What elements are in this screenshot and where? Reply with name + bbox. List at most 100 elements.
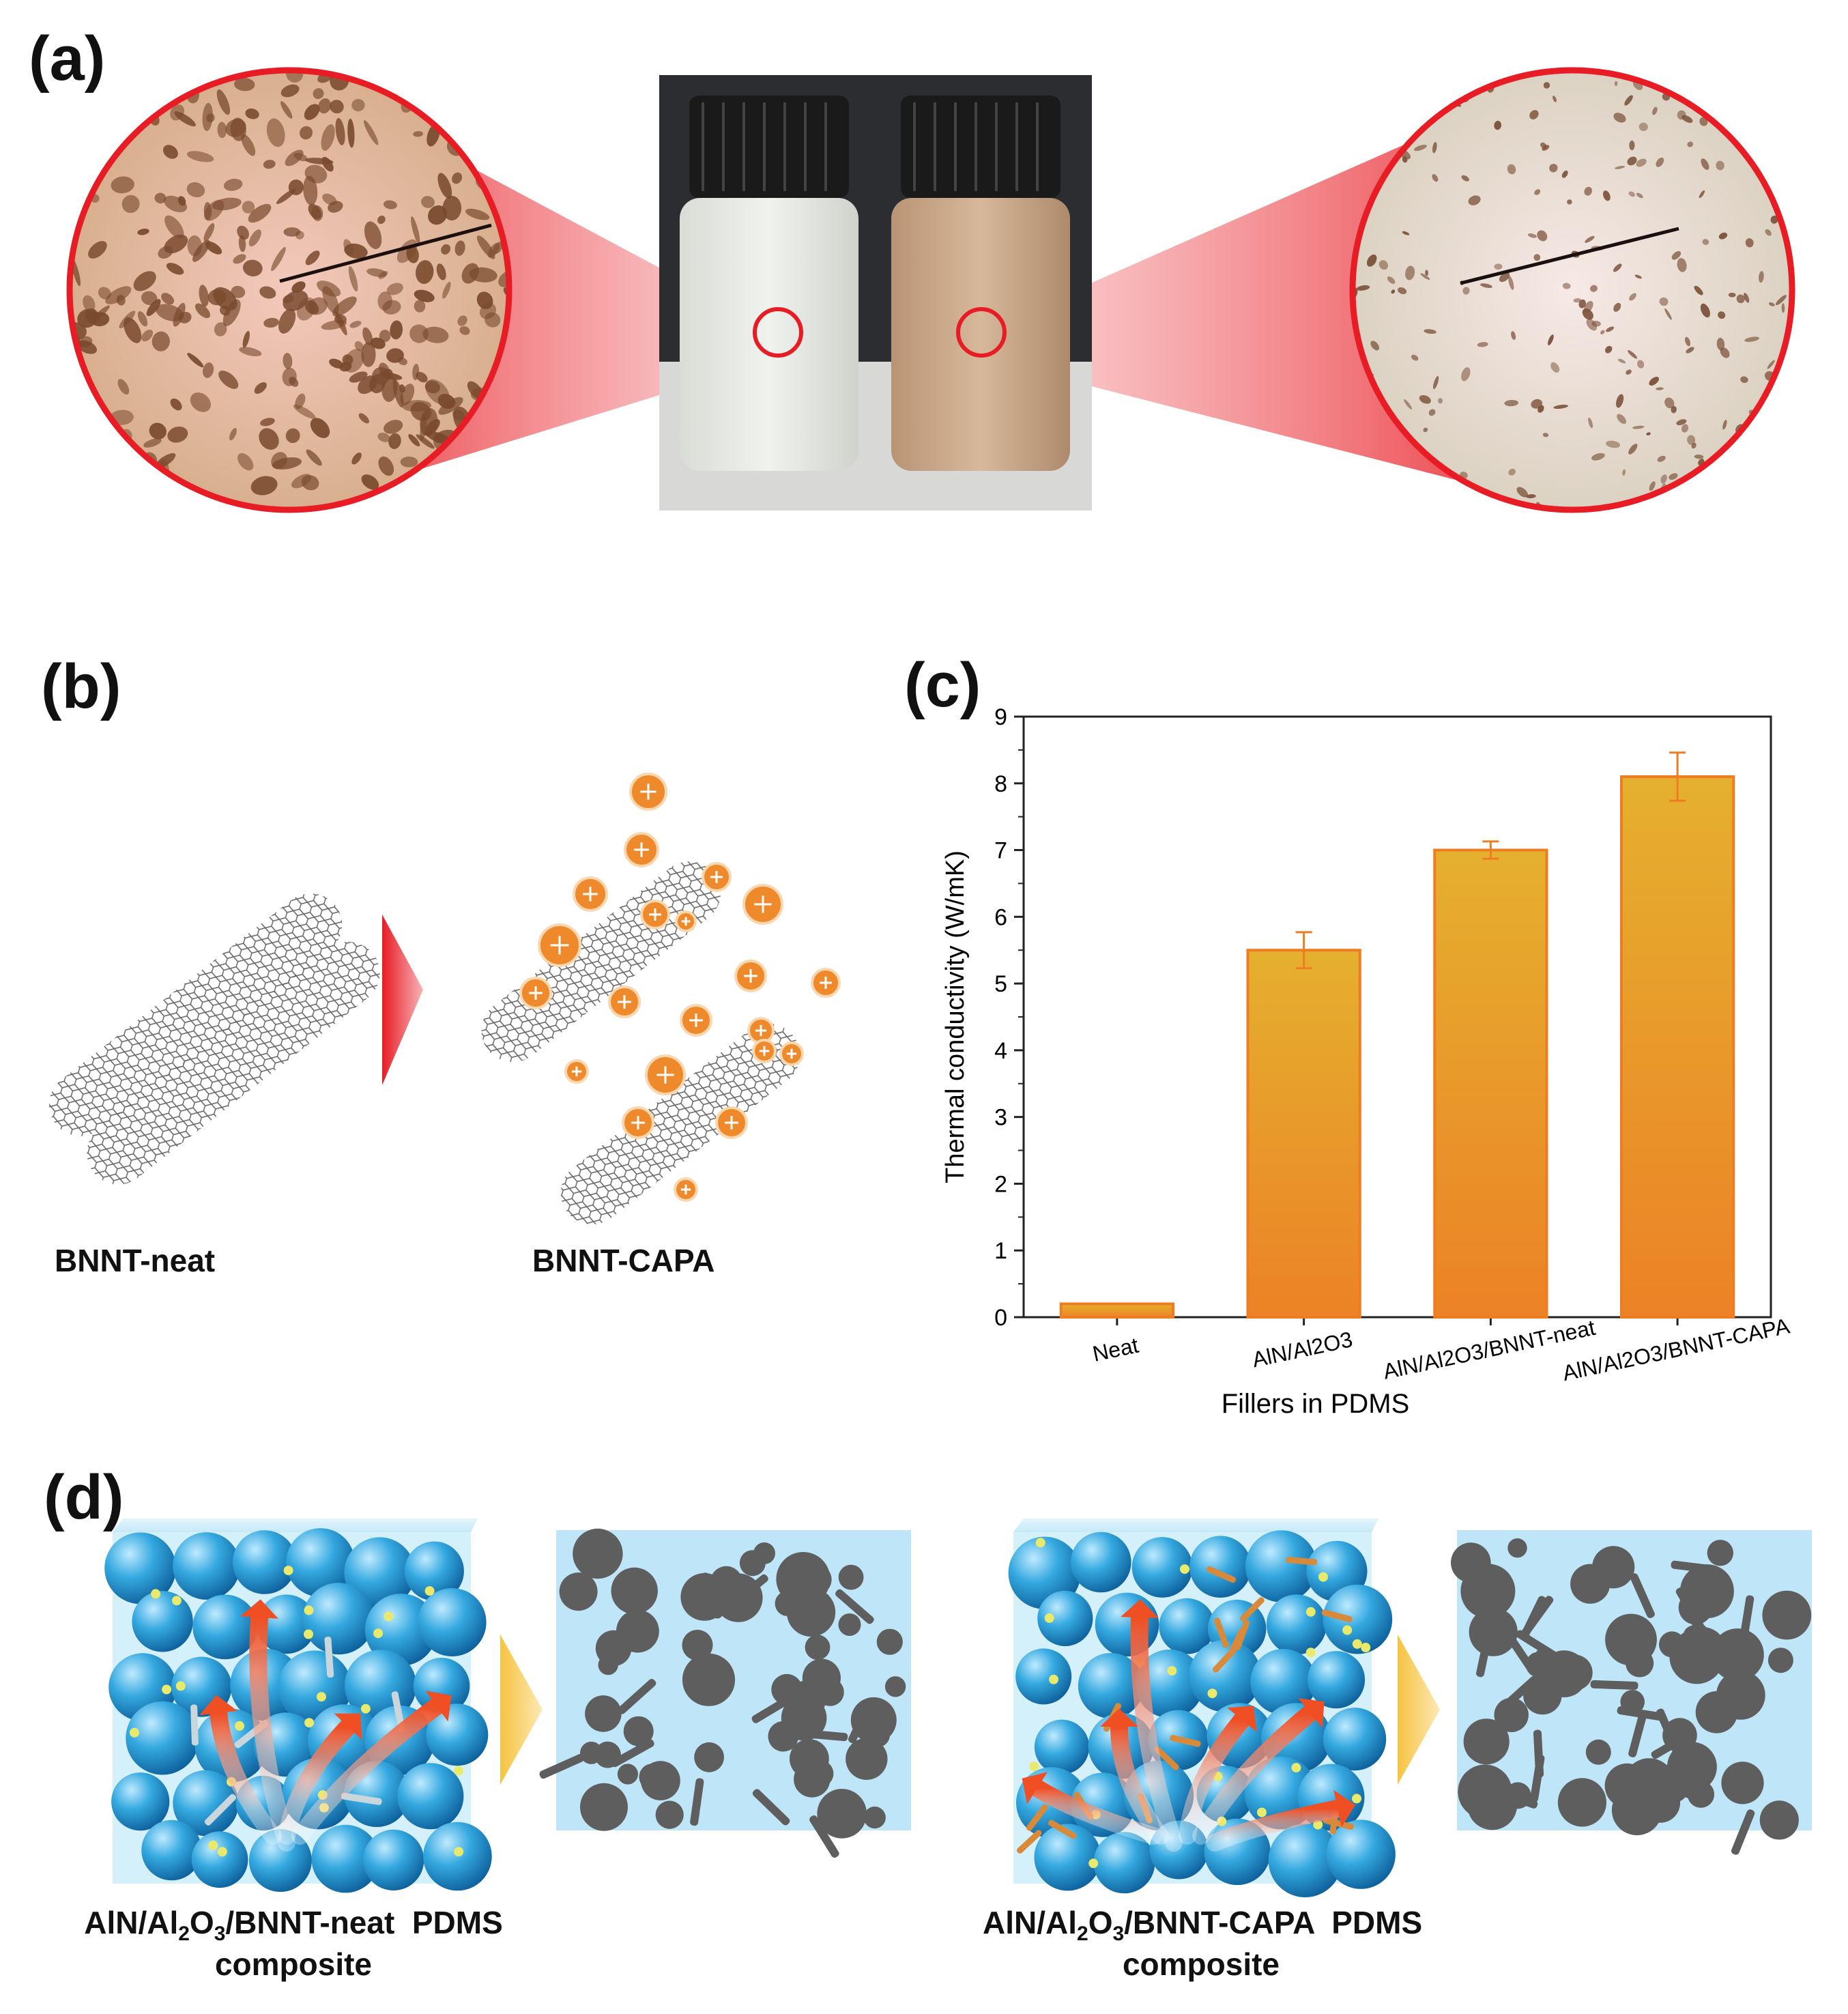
section-particle: [846, 1738, 888, 1780]
heat-flow-arrow: [291, 1697, 446, 1845]
section-rod: [1491, 1787, 1538, 1809]
section-particle: [863, 1807, 886, 1829]
section-particle: [694, 1742, 724, 1772]
bnnt-rod: [1321, 1609, 1353, 1623]
section-rod: [835, 1589, 874, 1624]
filler-sphere: [1015, 1648, 1072, 1705]
section-particle: [573, 1528, 623, 1579]
heat-arrow-head: [425, 1691, 452, 1722]
filler-sphere: [257, 1594, 317, 1654]
heat-arrow-head: [1022, 1772, 1048, 1804]
y-tick-label: 2: [994, 1171, 1007, 1197]
filler-sphere: [111, 1772, 170, 1831]
section-rod: [1521, 1596, 1554, 1637]
heat-arrow-head: [1100, 1708, 1138, 1727]
filler-sphere: [1189, 1536, 1252, 1598]
bnnt-rod: [1213, 1617, 1229, 1648]
section-rod: [611, 1739, 654, 1768]
section-particle: [884, 1676, 906, 1697]
right-caption-sub2: 2: [1077, 1923, 1088, 1946]
heat-arrow-head: [199, 1695, 237, 1716]
small-particle: [1352, 1639, 1362, 1649]
right-caption-post: /BNNT-CAPA PDMS: [1124, 1905, 1423, 1940]
filler-sphere: [1034, 1824, 1101, 1891]
bar: [1433, 848, 1548, 1319]
section-particle: [617, 1764, 639, 1785]
panel-d-label: (d): [44, 1463, 124, 1532]
section-rod: [1476, 1630, 1493, 1678]
section-rod: [700, 1572, 723, 1619]
small-particle: [217, 1847, 227, 1857]
filler-sphere: [286, 1528, 355, 1597]
filler-sphere: [192, 1594, 258, 1660]
filler-sphere: [232, 1530, 297, 1594]
x-axis-label: Fillers in PDMS: [1222, 1389, 1410, 1419]
section-rod: [1675, 1587, 1705, 1631]
x-tick-label: Neat: [1091, 1333, 1141, 1366]
bnnt-neat-tubes: [48, 893, 380, 1185]
small-particle: [171, 1596, 182, 1606]
conversion-arrow-icon: [382, 915, 423, 1085]
bnnt-rod: [324, 1637, 334, 1678]
filler-sphere: [1135, 1649, 1204, 1718]
y-tick-label: 6: [994, 904, 1007, 930]
heat-flow-arrow: [1206, 1800, 1346, 1852]
small-particle: [1352, 1794, 1361, 1804]
filler-sphere: [1037, 1590, 1093, 1646]
section-particle: [639, 1764, 666, 1791]
section-rod: [751, 1694, 795, 1723]
section-particle: [1460, 1564, 1516, 1619]
section-particle: [876, 1628, 903, 1655]
section-rod: [728, 1574, 768, 1609]
filler-sphere: [1093, 1832, 1155, 1894]
section-rod: [1659, 1782, 1706, 1802]
panel-c-label: (c): [904, 650, 981, 720]
bnnt-rod: [204, 1794, 237, 1826]
small-particle: [304, 1718, 315, 1728]
x-tick-label: AlN/Al2O3/BNNT-CAPA: [1560, 1313, 1792, 1385]
filler-sphere: [363, 1829, 424, 1890]
bnnt-illustration: [48, 773, 841, 1225]
section-particle: [790, 1739, 829, 1779]
section-particle: [1679, 1564, 1734, 1619]
bnnt-neat-caption: BNNT-neat: [55, 1243, 216, 1278]
bnnt-rod: [1206, 1566, 1237, 1583]
heat-flow-arrow: [278, 1718, 357, 1845]
section-particle: [1585, 1739, 1611, 1765]
section-particle: [1557, 1778, 1606, 1827]
section-rod: [1731, 1809, 1755, 1855]
bnnt-rod: [391, 1691, 405, 1732]
filler-sphere: [1323, 1584, 1393, 1654]
small-particle: [454, 1766, 463, 1776]
section-particle: [1463, 1718, 1510, 1765]
section-particle: [598, 1654, 618, 1675]
filler-sphere: [364, 1594, 437, 1666]
y-tick-label: 8: [994, 771, 1007, 797]
y-tick-label: 4: [994, 1038, 1007, 1064]
small-particle: [1167, 1666, 1177, 1676]
small-particle: [1088, 1858, 1099, 1869]
heat-flow-arrow: [1192, 1704, 1319, 1845]
section-rod: [800, 1729, 848, 1742]
y-tick-label: 9: [994, 704, 1007, 730]
right-transform-arrow-icon: [1398, 1635, 1440, 1785]
small-particle: [1207, 1688, 1217, 1699]
filler-sphere: [1131, 1537, 1193, 1598]
left-caption-o: O: [189, 1905, 214, 1940]
section-particle: [1640, 1783, 1681, 1823]
x-tick-label: AlN/Al2O3: [1250, 1327, 1355, 1372]
small-particle: [1318, 1572, 1328, 1582]
section-particle: [580, 1783, 628, 1831]
small-particle: [304, 1629, 313, 1639]
small-particle: [424, 1586, 435, 1596]
panel-a-illustration: [66, 67, 1795, 513]
section-particle: [682, 1653, 736, 1706]
left-composite-caption: AlN/Al2O3/BNNT-neat PDMS composite: [82, 1904, 505, 1983]
filler-sphere: [413, 1658, 470, 1714]
y-tick-label: 7: [994, 838, 1007, 864]
small-particle: [130, 1727, 139, 1738]
y-axis-label: Thermal conductivity (W/mK): [941, 850, 970, 1183]
filler-sphere: [126, 1701, 199, 1775]
small-particle: [1257, 1807, 1267, 1817]
small-particle: [1049, 1674, 1058, 1684]
